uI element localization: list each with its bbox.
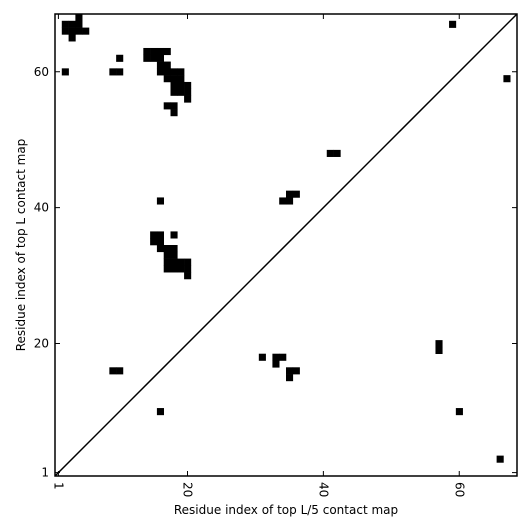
contact-cell <box>170 251 178 259</box>
contact-cell <box>503 75 511 83</box>
contact-cell <box>170 88 178 96</box>
contact-cell <box>156 47 165 56</box>
contact-cell <box>75 20 83 28</box>
contact-cell <box>163 68 171 76</box>
contact-cell <box>333 149 341 157</box>
x-axis-label: Residue index of top L/5 contact map <box>174 503 398 517</box>
contact-cell <box>156 245 165 253</box>
contact-cell <box>292 190 300 198</box>
contact-cell <box>61 20 69 28</box>
contact-cell <box>156 61 165 69</box>
contact-cell <box>286 197 294 205</box>
contact-cell <box>435 346 443 355</box>
contact-cell <box>156 238 165 246</box>
contact-cell <box>449 20 457 28</box>
contact-cell <box>435 340 443 348</box>
contact-cell <box>150 47 158 56</box>
contact-cell <box>82 27 90 35</box>
contact-cell <box>116 68 124 76</box>
contact-cell <box>163 245 171 253</box>
contact-cell <box>163 102 171 110</box>
contact-cell <box>143 54 151 62</box>
contact-cell <box>286 190 294 198</box>
x-tick-label: 1 <box>51 482 65 490</box>
contact-cell <box>455 408 463 416</box>
contact-cell <box>272 353 280 361</box>
contact-cell <box>170 68 178 76</box>
contact-cell <box>177 258 185 266</box>
y-axis-label: Residue index of top L contact map <box>14 139 28 352</box>
contact-cell <box>163 61 171 69</box>
contact-cell <box>163 258 171 266</box>
contact-cell <box>184 265 192 273</box>
contact-cell <box>156 68 165 76</box>
plot-frame <box>54 13 518 477</box>
diagonal-line <box>54 13 518 477</box>
contact-cell <box>156 197 165 205</box>
contact-cell <box>68 34 76 42</box>
contact-cell <box>177 81 185 90</box>
contact-cell <box>286 374 294 382</box>
contact-cell <box>184 272 192 280</box>
contact-cell <box>258 353 266 361</box>
y-tick-label: 1 <box>41 466 49 480</box>
contact-cell <box>496 455 504 463</box>
contact-cell <box>177 68 185 76</box>
contact-cell <box>170 231 178 239</box>
contact-cell <box>156 231 165 239</box>
contact-cell <box>163 75 171 83</box>
contact-cell <box>156 54 165 62</box>
contact-cell <box>170 258 178 266</box>
contact-cell <box>150 231 158 239</box>
contact-cell <box>170 81 178 90</box>
contact-cell <box>184 81 192 90</box>
contact-cell <box>177 75 185 83</box>
contact-cell <box>184 258 192 266</box>
contact-cell <box>292 367 300 375</box>
contact-cell <box>156 408 165 416</box>
contact-cell <box>184 95 192 103</box>
contact-cell <box>170 265 178 273</box>
contact-cell <box>61 68 69 76</box>
contact-cell <box>326 149 334 157</box>
contact-cell <box>163 251 171 259</box>
contact-cell <box>184 88 192 96</box>
contact-cell <box>143 47 151 56</box>
contact-cell <box>109 68 117 76</box>
y-tick-label: 20 <box>34 337 49 351</box>
y-tick-label: 60 <box>34 65 49 79</box>
contact-cell <box>109 367 117 375</box>
contact-cell <box>279 353 287 361</box>
contact-cell <box>177 265 185 273</box>
contact-cell <box>286 367 294 375</box>
contact-cell <box>170 109 178 117</box>
contact-cell <box>116 367 124 375</box>
contact-cell <box>75 14 83 22</box>
contact-cell <box>163 47 171 56</box>
contact-cell <box>170 102 178 110</box>
contact-cell <box>272 360 280 368</box>
contact-cell <box>163 265 171 273</box>
x-tick-label: 60 <box>452 482 466 497</box>
contact-cell <box>279 197 287 205</box>
x-tick-label: 20 <box>180 482 194 497</box>
contact-cell <box>61 27 69 35</box>
contact-cell <box>150 238 158 246</box>
x-tick-label: 40 <box>316 482 330 497</box>
contact-cell <box>68 27 76 35</box>
contact-cell <box>68 20 76 28</box>
contact-cell <box>116 54 124 62</box>
contact-cell <box>170 245 178 253</box>
contact-cell <box>150 54 158 62</box>
contact-cell <box>177 88 185 96</box>
y-tick-label: 40 <box>34 201 49 215</box>
contact-cell <box>75 27 83 35</box>
contact-cell <box>170 75 178 83</box>
